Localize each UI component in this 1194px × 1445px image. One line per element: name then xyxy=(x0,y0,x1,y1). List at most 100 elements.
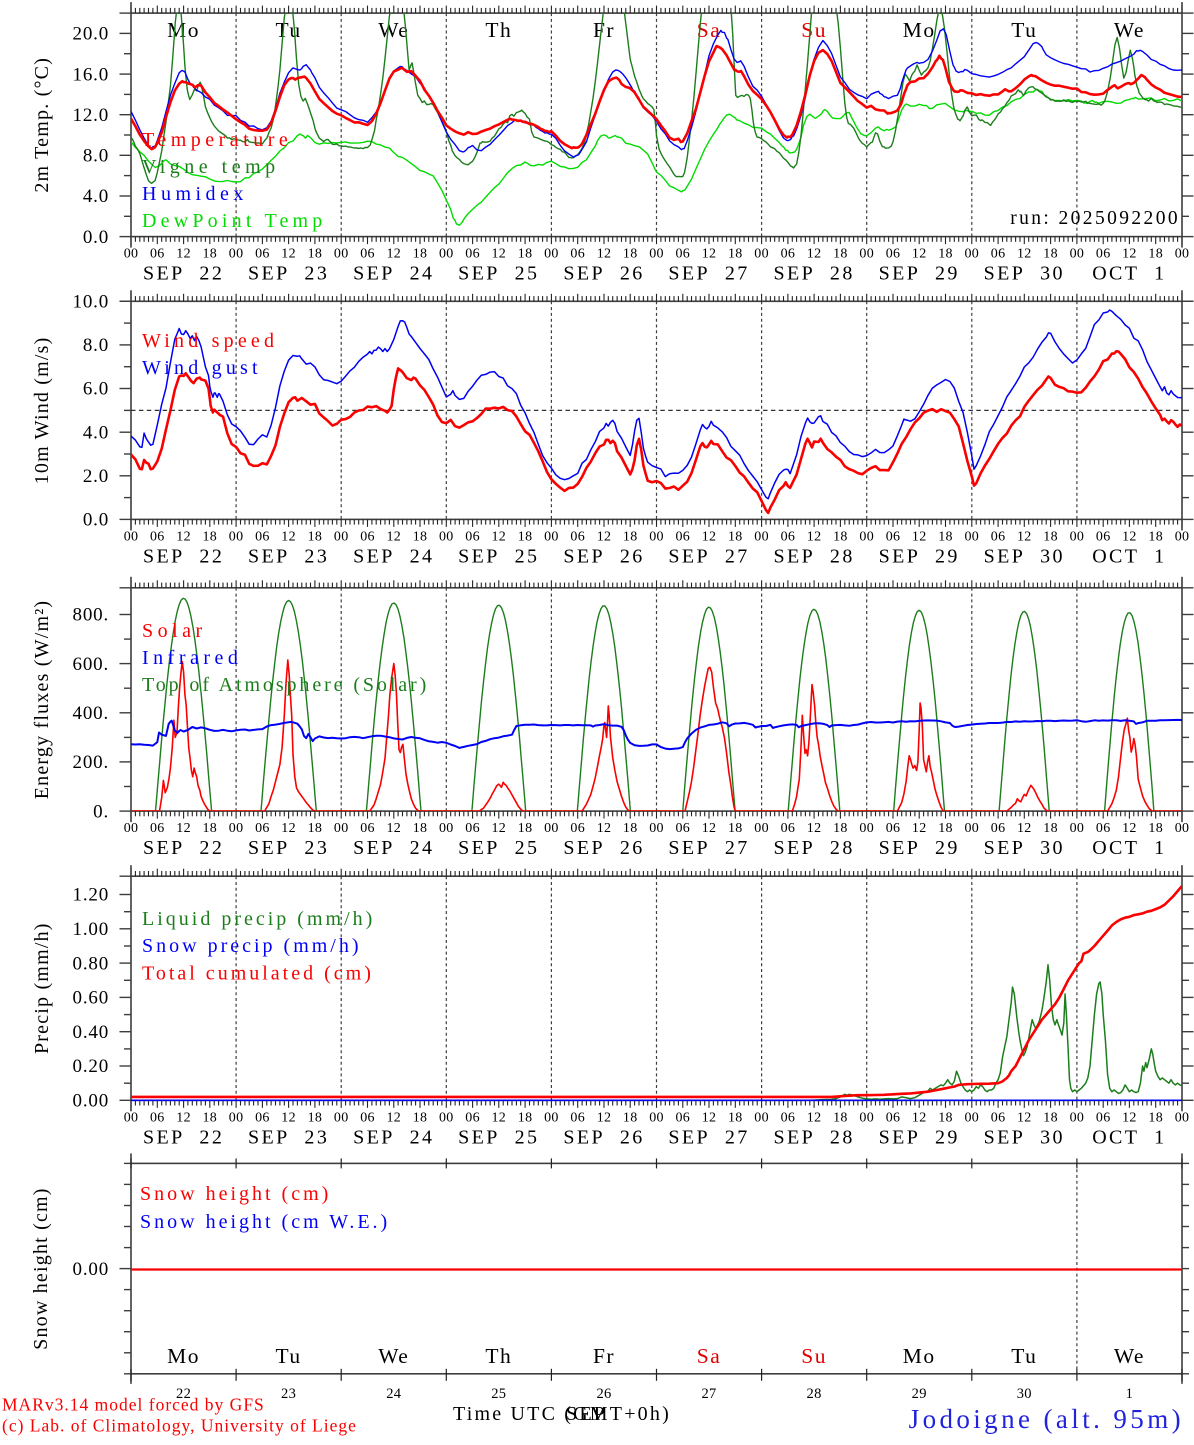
svg-text:06: 06 xyxy=(255,247,270,262)
svg-text:06: 06 xyxy=(886,247,901,262)
svg-text:00: 00 xyxy=(544,529,559,544)
svg-text:12: 12 xyxy=(386,1110,401,1125)
svg-text:12: 12 xyxy=(386,247,401,262)
svg-text:24: 24 xyxy=(386,1386,402,1402)
svg-text:00: 00 xyxy=(859,529,874,544)
svg-text:18: 18 xyxy=(1148,247,1163,262)
svg-text:06: 06 xyxy=(991,821,1006,836)
svg-text:00: 00 xyxy=(439,529,454,544)
svg-text:We: We xyxy=(1114,1344,1145,1368)
svg-text:SEP 25: SEP 25 xyxy=(458,545,539,567)
svg-text:00: 00 xyxy=(1175,247,1190,262)
svg-text:00: 00 xyxy=(124,821,139,836)
svg-text:Fr: Fr xyxy=(593,18,615,42)
svg-text:SEP 30: SEP 30 xyxy=(984,263,1065,285)
svg-text:SEP 28: SEP 28 xyxy=(773,837,854,859)
svg-text:0.80: 0.80 xyxy=(73,953,109,974)
svg-text:30: 30 xyxy=(1017,1386,1032,1402)
svg-text:06: 06 xyxy=(991,247,1006,262)
svg-text:Snow height (cm W.E.): Snow height (cm W.E.) xyxy=(140,1211,390,1233)
svg-text:SEP 29: SEP 29 xyxy=(879,1126,960,1148)
svg-text:18: 18 xyxy=(938,529,953,544)
svg-text:SEP 29: SEP 29 xyxy=(879,837,960,859)
svg-text:23: 23 xyxy=(281,1386,296,1402)
svg-text:18: 18 xyxy=(938,821,953,836)
svg-text:MARv3.14 model forced by GFS: MARv3.14 model forced by GFS xyxy=(2,1395,265,1415)
svg-text:12: 12 xyxy=(597,529,612,544)
svg-text:200.: 200. xyxy=(73,752,109,773)
svg-text:18: 18 xyxy=(518,821,533,836)
svg-text:SEP 25: SEP 25 xyxy=(458,263,539,285)
svg-text:Total cumulated (cm): Total cumulated (cm) xyxy=(142,963,374,985)
svg-text:Wind speed: Wind speed xyxy=(142,330,278,352)
svg-text:12: 12 xyxy=(386,821,401,836)
svg-text:Th: Th xyxy=(485,18,512,42)
svg-text:00: 00 xyxy=(229,1110,244,1125)
svg-text:06: 06 xyxy=(570,529,585,544)
svg-text:18: 18 xyxy=(833,247,848,262)
svg-text:22: 22 xyxy=(176,1386,191,1402)
svg-text:12: 12 xyxy=(807,529,822,544)
svg-text:12: 12 xyxy=(1017,247,1032,262)
svg-text:18: 18 xyxy=(938,247,953,262)
svg-text:00: 00 xyxy=(964,821,979,836)
svg-text:00: 00 xyxy=(964,1110,979,1125)
svg-text:06: 06 xyxy=(570,1110,585,1125)
svg-text:12: 12 xyxy=(807,821,822,836)
svg-text:06: 06 xyxy=(991,529,1006,544)
svg-text:12: 12 xyxy=(1122,821,1137,836)
svg-text:SEP 28: SEP 28 xyxy=(773,545,854,567)
svg-text:12: 12 xyxy=(176,247,191,262)
svg-text:00: 00 xyxy=(124,247,139,262)
svg-text:10m Wind (m/s): 10m Wind (m/s) xyxy=(31,336,53,484)
svg-text:SEP 22: SEP 22 xyxy=(143,837,224,859)
svg-text:00: 00 xyxy=(1070,247,1085,262)
svg-text:18: 18 xyxy=(728,1110,743,1125)
svg-text:12: 12 xyxy=(491,1110,506,1125)
svg-text:12: 12 xyxy=(1122,529,1137,544)
svg-text:run: 2025092200: run: 2025092200 xyxy=(1010,208,1180,229)
svg-text:SEP 25: SEP 25 xyxy=(458,1126,539,1148)
svg-text:18: 18 xyxy=(623,821,638,836)
svg-text:12: 12 xyxy=(702,247,717,262)
svg-text:25: 25 xyxy=(491,1386,506,1402)
svg-text:Tu: Tu xyxy=(276,18,302,42)
svg-text:Su: Su xyxy=(801,1344,827,1368)
svg-text:00: 00 xyxy=(229,529,244,544)
svg-text:0.40: 0.40 xyxy=(73,1022,109,1043)
svg-text:06: 06 xyxy=(1096,529,1111,544)
svg-text:12: 12 xyxy=(1122,1110,1137,1125)
svg-text:OCT 1: OCT 1 xyxy=(1092,545,1166,567)
svg-text:06: 06 xyxy=(1096,821,1111,836)
svg-text:0.60: 0.60 xyxy=(73,988,109,1009)
svg-text:00: 00 xyxy=(964,529,979,544)
svg-text:00: 00 xyxy=(649,1110,664,1125)
svg-text:Jodoigne (alt. 95m): Jodoigne (alt. 95m) xyxy=(909,1404,1184,1434)
svg-text:8.0: 8.0 xyxy=(83,146,109,167)
svg-text:SEP 23: SEP 23 xyxy=(248,1126,329,1148)
svg-text:0.00: 0.00 xyxy=(73,1259,109,1280)
svg-text:0.0: 0.0 xyxy=(83,227,109,248)
svg-text:00: 00 xyxy=(1070,821,1085,836)
svg-text:12: 12 xyxy=(702,821,717,836)
svg-text:600.: 600. xyxy=(73,654,109,675)
svg-text:SEP 27: SEP 27 xyxy=(668,545,749,567)
svg-text:06: 06 xyxy=(781,821,796,836)
svg-text:28: 28 xyxy=(807,1386,822,1402)
svg-text:SEP 29: SEP 29 xyxy=(879,263,960,285)
svg-text:06: 06 xyxy=(255,821,270,836)
svg-text:12: 12 xyxy=(176,529,191,544)
svg-text:06: 06 xyxy=(675,247,690,262)
svg-text:06: 06 xyxy=(1096,1110,1111,1125)
svg-text:OCT 1: OCT 1 xyxy=(1092,1126,1166,1148)
svg-text:06: 06 xyxy=(465,247,480,262)
svg-text:4.0: 4.0 xyxy=(83,186,109,207)
svg-text:8.0: 8.0 xyxy=(83,335,109,356)
svg-text:00: 00 xyxy=(859,821,874,836)
svg-text:SEP 28: SEP 28 xyxy=(773,263,854,285)
svg-text:18: 18 xyxy=(202,529,217,544)
svg-text:18: 18 xyxy=(728,247,743,262)
svg-text:Top of Atmosphere (Solar): Top of Atmosphere (Solar) xyxy=(142,674,429,696)
svg-text:00: 00 xyxy=(124,529,139,544)
svg-text:06: 06 xyxy=(570,247,585,262)
